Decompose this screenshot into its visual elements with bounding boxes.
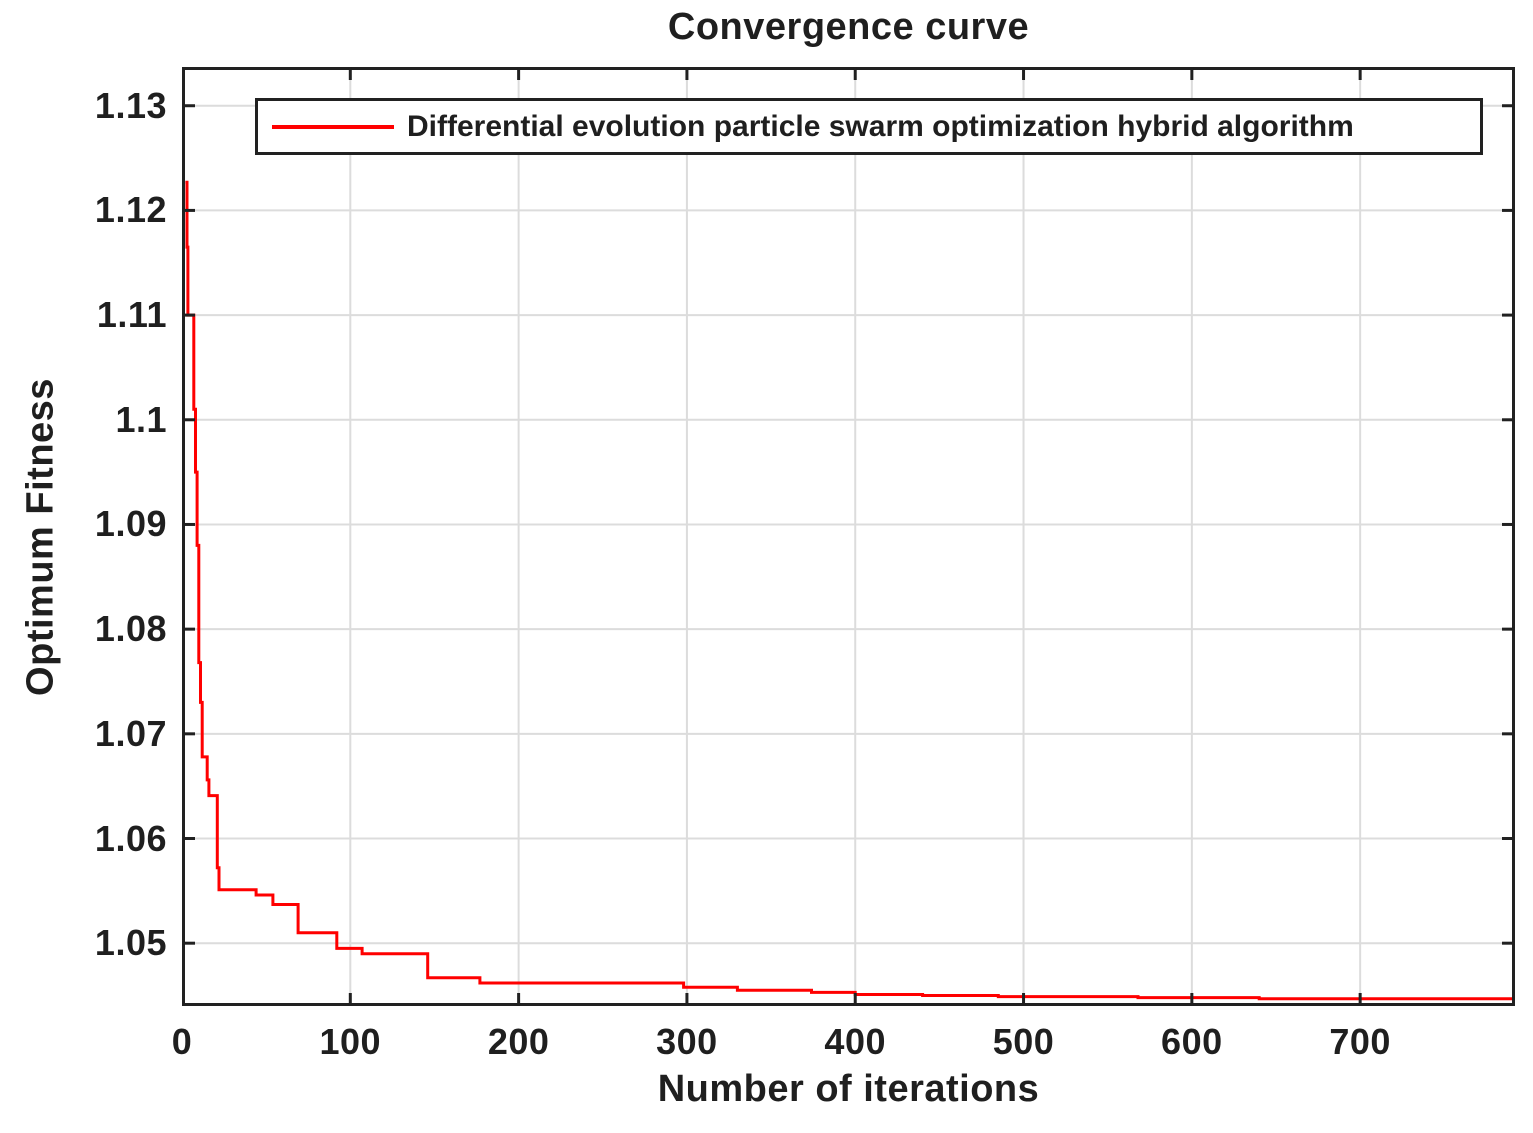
convergence-curve-line <box>185 180 1515 1001</box>
chart-title: Convergence curve <box>667 6 1030 48</box>
y-tick-label: 1.08 <box>94 608 167 650</box>
plot-area <box>182 67 1515 1006</box>
y-tick-label: 1.1 <box>115 398 167 440</box>
x-tick-label: 300 <box>656 1021 718 1062</box>
x-tick-label: 100 <box>319 1021 382 1062</box>
y-tick-label: 1.11 <box>96 294 167 336</box>
x-tick-label: 700 <box>1329 1021 1391 1062</box>
y-axis-label: Optimum Fitness <box>19 378 62 696</box>
y-tick-label: 1.07 <box>94 712 167 754</box>
x-tick-label: 600 <box>1161 1021 1223 1062</box>
legend-label: Differential evolution particle swarm op… <box>407 109 1354 143</box>
y-tick-label: 1.05 <box>94 922 167 964</box>
x-tick-label: 0 <box>171 1021 193 1062</box>
x-tick-label: 400 <box>824 1021 886 1062</box>
axes-border <box>182 67 1515 1006</box>
legend-box: Differential evolution particle swarm op… <box>255 98 1483 155</box>
x-axis-label: Number of iterations <box>657 1068 1040 1110</box>
y-tick-label: 1.09 <box>94 503 167 545</box>
x-tick-label: 500 <box>992 1021 1055 1062</box>
y-tick-label: 1.06 <box>94 817 167 859</box>
y-tick-label: 1.12 <box>94 189 167 231</box>
legend-line-sample <box>272 124 394 129</box>
y-tick-label: 1.13 <box>94 84 167 126</box>
x-tick-label: 200 <box>487 1021 550 1062</box>
